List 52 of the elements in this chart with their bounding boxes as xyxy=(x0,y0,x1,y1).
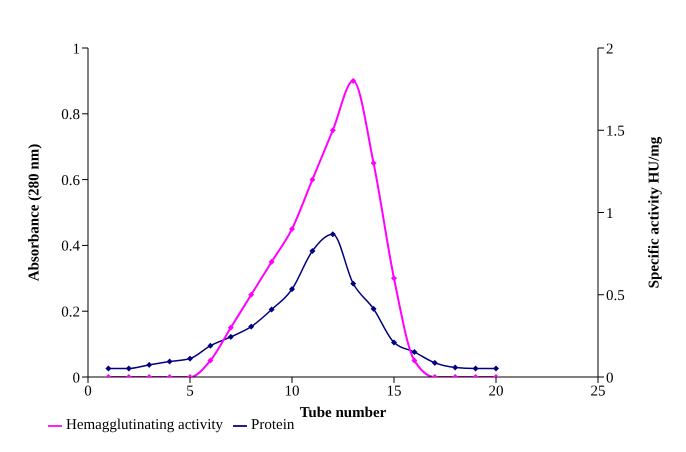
point xyxy=(248,324,254,330)
point xyxy=(309,176,316,183)
legend-label: Hemagglutinating activity xyxy=(66,417,224,433)
point xyxy=(166,358,173,365)
point xyxy=(207,342,214,349)
point xyxy=(452,364,458,370)
y-axis-title: Absorbance (280 nm) xyxy=(26,144,42,282)
y2-tick-label: 1.5 xyxy=(606,124,625,140)
legend-label: Protein xyxy=(251,417,294,433)
point xyxy=(330,127,336,134)
y-tick-label: 0.6 xyxy=(61,172,80,189)
x-tick-label: 0 xyxy=(84,384,92,400)
point xyxy=(432,360,438,366)
point xyxy=(228,324,234,331)
point xyxy=(391,275,397,282)
point xyxy=(105,365,112,372)
x-tick-label: 25 xyxy=(590,384,606,400)
point xyxy=(289,286,295,292)
y-tick-label: 0.4 xyxy=(61,238,80,255)
x-tick-label: 20 xyxy=(488,384,504,400)
y2-axis-title: Specific activity HU/mg xyxy=(646,136,662,288)
point xyxy=(228,334,234,340)
y2-tick-label: 0.5 xyxy=(606,288,625,304)
y-tick-label: 0 xyxy=(72,370,80,386)
point xyxy=(370,160,377,166)
point xyxy=(207,358,214,364)
point xyxy=(309,248,316,254)
point xyxy=(493,365,499,372)
point xyxy=(350,78,356,84)
point xyxy=(391,339,397,346)
y2-tick-label: 2 xyxy=(606,41,614,58)
point xyxy=(126,365,132,372)
y-tick-label: 0.2 xyxy=(61,304,80,321)
point xyxy=(370,306,377,312)
point xyxy=(268,306,275,313)
x-tick-label: 5 xyxy=(186,384,194,400)
y-tick-label: 0.8 xyxy=(61,107,80,124)
point xyxy=(289,226,295,232)
y-tick-label: 1 xyxy=(72,41,80,58)
x-tick-label: 10 xyxy=(284,384,300,400)
point xyxy=(146,362,152,368)
y2-tick-label: 1 xyxy=(606,206,614,222)
point xyxy=(248,292,254,298)
point xyxy=(350,280,356,287)
x-axis-title: Tube number xyxy=(300,405,387,421)
point xyxy=(411,358,418,364)
point xyxy=(411,348,418,355)
point xyxy=(268,258,275,265)
point xyxy=(330,231,336,238)
x-tick-label: 15 xyxy=(386,384,402,400)
point xyxy=(187,356,193,362)
y2-tick-label: 0 xyxy=(606,370,614,386)
